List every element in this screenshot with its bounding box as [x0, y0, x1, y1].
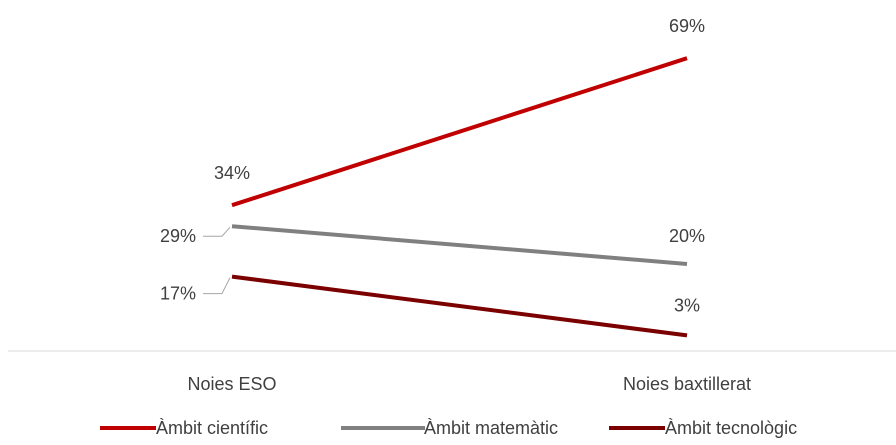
- data-label-ambit-tecnologic-eso: 17%: [160, 284, 196, 304]
- data-label-ambit-cientific-baxtillerat: 69%: [669, 16, 705, 36]
- series-line-ambit-tecnologic: [231, 274, 688, 338]
- series-group: [231, 56, 688, 338]
- series-line-ambit-cientific: [231, 56, 688, 208]
- legend: Àmbit científic Àmbit matemàtic Àmbit te…: [100, 418, 797, 438]
- legend-label-ambit-matematic: Àmbit matemàtic: [424, 418, 558, 438]
- x-axis: Noies ESO Noies baxtillerat: [8, 350, 896, 394]
- data-label-ambit-matematic-baxtillerat: 20%: [669, 226, 705, 246]
- data-labels: 34% 69% 29% 20% 17% 3%: [160, 16, 705, 315]
- leader-line-ambit-matematic: [203, 226, 231, 237]
- data-label-ambit-cientific-eso: 34%: [214, 163, 250, 183]
- legend-label-ambit-tecnologic: Àmbit tecnològic: [665, 418, 797, 438]
- legend-label-ambit-cientific: Àmbit científic: [156, 418, 268, 438]
- x-tick-label-noies-baxtillerat: Noies baxtillerat: [623, 374, 751, 394]
- series-line-ambit-matematic: [231, 224, 688, 266]
- x-tick-label-noies-eso: Noies ESO: [187, 374, 276, 394]
- data-label-ambit-matematic-eso: 29%: [160, 226, 196, 246]
- data-label-ambit-tecnologic-baxtillerat: 3%: [674, 295, 700, 315]
- leader-line-ambit-tecnologic: [203, 277, 231, 295]
